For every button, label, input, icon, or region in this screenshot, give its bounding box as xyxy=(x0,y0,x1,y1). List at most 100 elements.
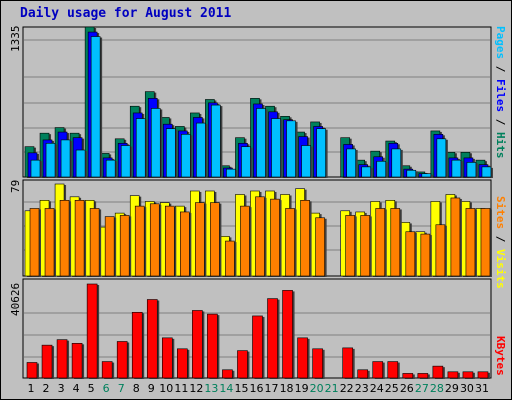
sites-bar xyxy=(134,205,145,277)
sites-bar xyxy=(74,200,85,277)
pages-bar xyxy=(301,145,311,178)
sites-bar xyxy=(420,233,431,277)
pages-bar xyxy=(376,160,387,178)
sites-bar xyxy=(59,200,70,277)
x-tick-label: 26 xyxy=(399,382,414,395)
x-tick-label: 19 xyxy=(294,382,309,395)
sites-bar xyxy=(104,216,115,277)
sites-bar xyxy=(345,215,355,277)
kbytes-bar xyxy=(252,315,263,379)
kbytes-ymax-text: 40626 xyxy=(9,282,22,316)
pages-bar xyxy=(436,138,447,178)
sites-bar xyxy=(195,202,205,277)
kbytes-bar xyxy=(101,361,113,379)
pages-bar xyxy=(165,128,176,178)
visits-ymax-text: 79 xyxy=(9,179,22,193)
pages-bar xyxy=(75,149,86,178)
kbytes-bar xyxy=(357,369,369,379)
pages-bar xyxy=(406,169,417,178)
sites-bar xyxy=(450,197,461,277)
kbytes-bar xyxy=(56,339,68,379)
files-label: Files xyxy=(494,79,507,113)
sites-bar xyxy=(180,211,190,277)
x-tick-label: 7 xyxy=(117,382,125,395)
kbytes-bar xyxy=(41,344,53,379)
x-tick-label: 1 xyxy=(27,382,35,395)
pages-bar xyxy=(45,142,56,178)
kbytes-bar xyxy=(116,341,128,379)
kbytes-bar xyxy=(26,362,38,379)
kbytes-bar xyxy=(282,290,293,379)
x-tick-label: 12 xyxy=(189,382,204,395)
x-tick-label: 10 xyxy=(159,382,174,395)
x-tick-label: 28 xyxy=(429,382,444,395)
x-tick-label: 27 xyxy=(414,382,429,395)
pages-bar xyxy=(346,148,356,178)
kbytes-bar xyxy=(387,361,399,379)
x-tick-label: 6 xyxy=(102,382,110,395)
x-tick-label: 11 xyxy=(174,382,189,395)
kbytes-bar xyxy=(417,373,429,379)
pages-bar xyxy=(196,122,206,178)
kbytes-bar xyxy=(462,371,474,379)
sites-bar xyxy=(164,205,175,277)
x-tick-label: 17 xyxy=(264,382,279,395)
kbytes-bar xyxy=(222,369,233,379)
kbytes-bar xyxy=(447,371,459,379)
hits-ymax-text: 1335 xyxy=(9,25,22,53)
kbytes-bar xyxy=(267,298,278,379)
sites-bar xyxy=(375,208,386,277)
pages-bar xyxy=(481,166,492,178)
x-tick-label: 9 xyxy=(147,382,155,395)
pages-bar xyxy=(271,118,281,178)
kbytes-bar xyxy=(297,337,308,379)
kbytes-bar xyxy=(177,348,188,379)
x-tick-label: 22 xyxy=(339,382,354,395)
x-tick-label: 21 xyxy=(324,382,339,395)
pages-label: Pages xyxy=(494,26,507,60)
sites-bar xyxy=(89,208,100,277)
sites-bar xyxy=(240,205,250,277)
sites-bar xyxy=(405,231,416,277)
pages-bar xyxy=(181,134,191,178)
pages-bar xyxy=(211,104,221,178)
sites-bar xyxy=(480,208,491,277)
pages-bar xyxy=(361,166,372,178)
pages-bar xyxy=(120,145,131,178)
kbytes-bar xyxy=(237,350,248,379)
kbytes-label: KBytes xyxy=(494,336,507,376)
kbytes-bar xyxy=(86,283,98,379)
pages-bar xyxy=(241,146,251,178)
pages-bar xyxy=(135,118,146,178)
sites-bar xyxy=(29,208,40,277)
pages-bar xyxy=(421,173,432,178)
chart-title: Daily usage for August 2011 xyxy=(20,6,232,21)
x-tick-label: 13 xyxy=(204,382,219,395)
kbytes-bar xyxy=(312,348,323,379)
sites-label: Sites xyxy=(494,196,507,230)
pages-bar xyxy=(256,108,266,178)
kbytes-bar xyxy=(402,373,414,379)
x-tick-label: 15 xyxy=(234,382,249,395)
pages-bar xyxy=(60,139,71,178)
sites-bar xyxy=(435,224,446,277)
x-tick-label: 16 xyxy=(249,382,264,395)
pages-bar xyxy=(90,36,101,178)
sites-bar xyxy=(465,208,476,277)
pages-bar xyxy=(451,159,462,178)
x-tick-label: 5 xyxy=(87,382,95,395)
sites-bar xyxy=(225,240,235,277)
pages-bar xyxy=(105,159,116,178)
sites-bar xyxy=(270,198,280,277)
x-tick-label: 31 xyxy=(474,382,489,395)
kbytes-bar xyxy=(71,343,83,379)
kbytes-bar xyxy=(131,311,143,379)
pages-bar xyxy=(391,148,402,178)
x-tick-label: 8 xyxy=(132,382,140,395)
kbytes-bar xyxy=(372,361,384,379)
kbytes-bar xyxy=(146,299,158,379)
pages-bar xyxy=(150,108,161,178)
sites-bar xyxy=(119,215,130,277)
kbytes-bar xyxy=(477,371,489,379)
